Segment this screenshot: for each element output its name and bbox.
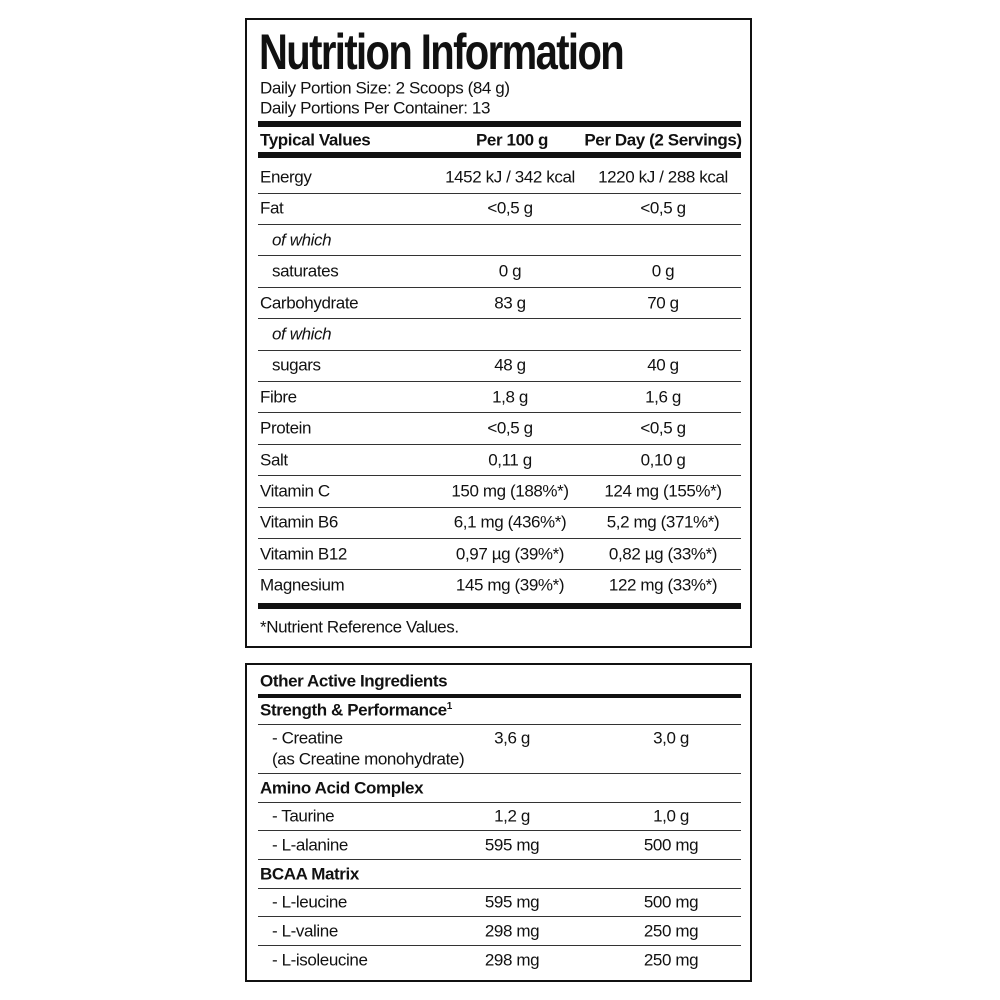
row-value: 0 g — [651, 261, 675, 281]
group-name: BCAA Matrix — [260, 864, 359, 884]
rule — [258, 694, 741, 698]
rule — [258, 152, 741, 158]
row-label: of which — [272, 230, 332, 250]
row-label: Fibre — [260, 387, 297, 407]
rule — [258, 318, 741, 320]
row-value: 1220 kJ / 288 kcal — [598, 167, 728, 187]
row-label: saturates — [272, 261, 339, 281]
row-value: 1,8 g — [492, 387, 528, 407]
ingredients-panel — [245, 663, 752, 982]
row-label: sugars — [272, 355, 321, 375]
item-label: - Taurine — [272, 806, 335, 826]
group-name: Amino Acid Complex — [260, 778, 424, 798]
item-value: 298 mg — [484, 950, 540, 970]
rule — [258, 506, 741, 508]
row-label: Carbohydrate — [260, 293, 359, 313]
nutrition-panel — [245, 18, 752, 648]
header-cell: Per 100 g — [475, 130, 549, 150]
row-value: <0,5 g — [487, 418, 533, 438]
superscript: 1 — [446, 700, 453, 712]
item-value: 250 mg — [643, 950, 699, 970]
row-value: <0,5 g — [640, 198, 686, 218]
rule — [258, 945, 741, 946]
rule — [258, 223, 741, 225]
rule — [258, 286, 741, 288]
row-value: 6,1 mg (436%*) — [453, 512, 567, 532]
item-label: - L-isoleucine — [272, 950, 368, 970]
rule — [258, 888, 741, 889]
row-label: Vitamin B12 — [260, 544, 347, 564]
row-value: 1452 kJ / 342 kcal — [445, 167, 575, 187]
row-label: Fat — [260, 198, 284, 218]
row-value: 0,10 g — [640, 450, 686, 470]
rule — [258, 380, 741, 382]
rule — [258, 412, 741, 414]
item-value: 250 mg — [643, 921, 699, 941]
row-value: <0,5 g — [487, 198, 533, 218]
row-label: Vitamin B6 — [260, 512, 338, 532]
row-value: <0,5 g — [640, 418, 686, 438]
row-value: 145 mg (39%*) — [455, 575, 565, 595]
group-name: Strength & Performance1 — [260, 700, 453, 720]
footnote: *Nutrient Reference Values. — [260, 617, 459, 637]
item-label: - L-alanine — [272, 835, 348, 855]
rule — [258, 255, 741, 257]
row-value: 48 g — [494, 355, 526, 375]
item-value: 595 mg — [484, 835, 540, 855]
item-value: 500 mg — [643, 835, 699, 855]
item-note: (as Creatine monohydrate) — [272, 749, 465, 769]
row-label: Vitamin C — [260, 481, 330, 501]
item-value: 3,0 g — [653, 728, 689, 748]
item-value: 500 mg — [643, 892, 699, 912]
row-value: 1,6 g — [645, 387, 681, 407]
row-value: 0,82 µg (33%*) — [608, 544, 718, 564]
rule — [258, 475, 741, 477]
row-value: 5,2 mg (371%*) — [606, 512, 720, 532]
row-value: 150 mg (188%*) — [451, 481, 569, 501]
rule — [258, 537, 741, 539]
rule — [258, 724, 741, 725]
row-label: Energy — [260, 167, 312, 187]
row-value: 83 g — [494, 293, 526, 313]
rule — [258, 802, 741, 803]
row-value: 0,97 µg (39%*) — [455, 544, 565, 564]
row-label: Protein — [260, 418, 312, 438]
row-value: 124 mg (155%*) — [604, 481, 722, 501]
rule — [258, 773, 741, 774]
header-cell: Per Day (2 Servings) — [584, 130, 742, 150]
portion-size: Daily Portion Size: 2 Scoops (84 g) — [260, 78, 510, 98]
row-value: 70 g — [647, 293, 679, 313]
item-value: 595 mg — [484, 892, 540, 912]
rule — [258, 569, 741, 571]
item-label: - L-leucine — [272, 892, 347, 912]
rule — [258, 830, 741, 831]
item-value: 1,2 g — [494, 806, 530, 826]
row-value: 0,11 g — [488, 450, 532, 470]
row-value: 122 mg (33%*) — [608, 575, 718, 595]
rule — [258, 192, 741, 194]
title: Nutrition Information — [259, 24, 625, 80]
rule — [258, 603, 741, 610]
rule — [258, 443, 741, 445]
item-value: 3,6 g — [494, 728, 530, 748]
rule — [258, 349, 741, 351]
row-label: of which — [272, 324, 332, 344]
row-value: 40 g — [647, 355, 679, 375]
row-value: 0 g — [498, 261, 522, 281]
section-title: Other Active Ingredients — [260, 671, 448, 691]
rule — [258, 121, 741, 127]
header-cell: Typical Values — [260, 130, 371, 150]
rule — [258, 916, 741, 917]
portions: Daily Portions Per Container: 13 — [260, 98, 491, 118]
rule — [258, 859, 741, 860]
row-label: Salt — [260, 450, 288, 470]
item-label: - Creatine — [272, 728, 343, 748]
item-value: 298 mg — [484, 921, 540, 941]
item-label: - L-valine — [272, 921, 338, 941]
row-label: Magnesium — [260, 575, 345, 595]
item-value: 1,0 g — [653, 806, 689, 826]
